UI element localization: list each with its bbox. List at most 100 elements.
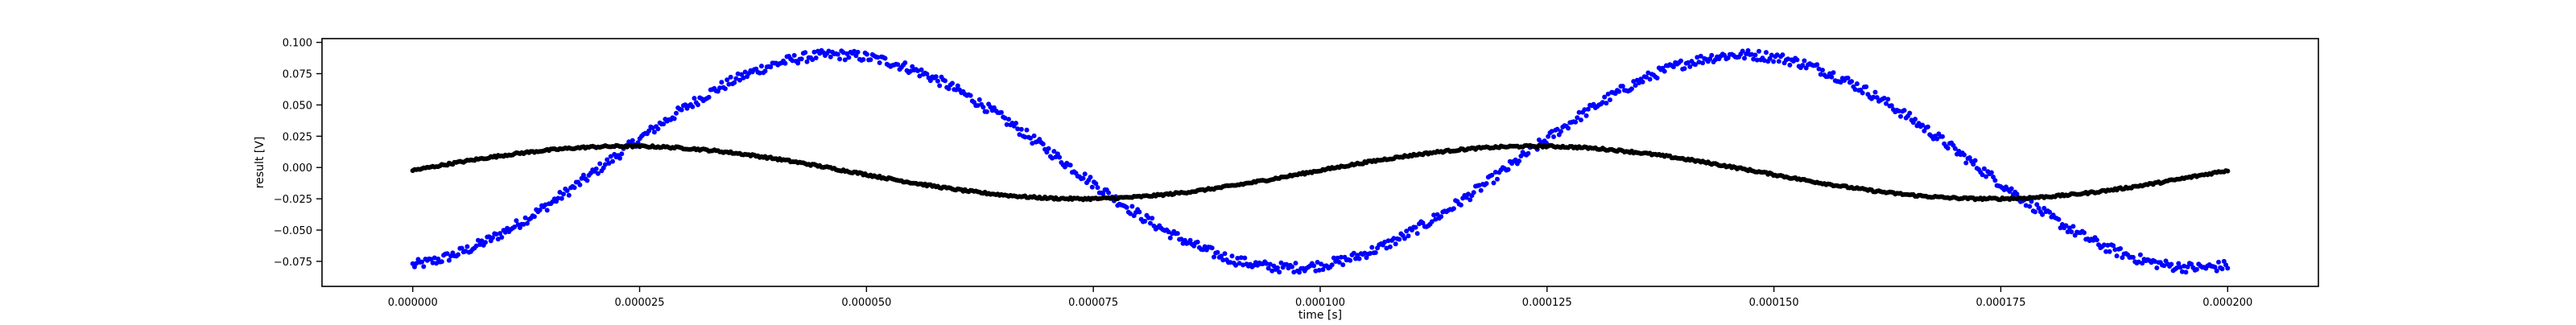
data-point bbox=[1478, 187, 1484, 193]
data-point bbox=[476, 237, 481, 243]
data-point bbox=[1465, 191, 1471, 197]
data-point bbox=[842, 57, 848, 63]
data-point bbox=[1420, 220, 1426, 226]
data-point bbox=[1549, 129, 1554, 134]
plot-background bbox=[322, 39, 2318, 286]
data-point bbox=[835, 51, 840, 57]
data-point bbox=[1505, 167, 1511, 172]
data-point bbox=[1780, 52, 1785, 58]
data-point bbox=[1150, 216, 1155, 221]
data-point bbox=[479, 238, 485, 244]
data-point bbox=[2069, 229, 2074, 235]
data-point bbox=[790, 58, 795, 64]
data-point bbox=[495, 237, 501, 242]
data-point bbox=[724, 77, 730, 83]
data-point bbox=[2179, 269, 2185, 274]
data-point bbox=[1489, 172, 1495, 178]
data-point bbox=[521, 221, 526, 227]
data-point bbox=[1885, 97, 1891, 102]
data-point bbox=[950, 80, 955, 86]
data-point bbox=[1311, 263, 1317, 269]
data-point bbox=[1212, 254, 1216, 260]
data-point bbox=[1682, 66, 1687, 72]
data-point bbox=[2219, 266, 2225, 272]
data-point bbox=[1558, 129, 1563, 134]
data-point bbox=[2225, 168, 2231, 174]
data-point bbox=[855, 49, 861, 55]
data-point bbox=[1402, 236, 1407, 241]
data-point bbox=[1654, 76, 1660, 80]
data-point bbox=[580, 172, 586, 178]
data-point bbox=[804, 59, 810, 64]
data-point bbox=[1963, 160, 1969, 166]
data-point bbox=[726, 81, 732, 87]
data-point bbox=[795, 60, 801, 66]
data-point bbox=[1057, 154, 1063, 160]
data-point bbox=[690, 104, 696, 109]
data-point bbox=[1167, 235, 1173, 241]
data-point bbox=[459, 245, 464, 251]
data-point bbox=[1818, 72, 1823, 77]
data-point bbox=[597, 161, 603, 167]
data-point bbox=[646, 128, 652, 134]
data-point bbox=[2014, 191, 2020, 197]
data-point bbox=[1451, 206, 1456, 212]
data-point bbox=[1004, 121, 1009, 127]
data-point bbox=[864, 51, 869, 57]
y-tick-label: 0.025 bbox=[283, 131, 312, 143]
series-layer bbox=[410, 47, 2231, 275]
data-point bbox=[414, 261, 419, 266]
data-point bbox=[1051, 149, 1057, 154]
data-point bbox=[1491, 180, 1496, 186]
data-point bbox=[1637, 80, 1642, 85]
data-point bbox=[1551, 134, 1556, 139]
data-point bbox=[1934, 136, 1940, 142]
data-point bbox=[428, 257, 434, 262]
data-point bbox=[1313, 268, 1319, 274]
data-point bbox=[1814, 62, 1820, 68]
data-point bbox=[2140, 261, 2145, 266]
data-point bbox=[1413, 224, 1418, 230]
data-point bbox=[661, 121, 667, 127]
data-point bbox=[837, 56, 843, 62]
data-point bbox=[1864, 84, 1869, 89]
data-point bbox=[732, 80, 737, 85]
data-point bbox=[1525, 150, 1531, 156]
data-point bbox=[1329, 262, 1335, 268]
data-point bbox=[1166, 229, 1171, 235]
data-point bbox=[2114, 253, 2120, 259]
data-point bbox=[1335, 255, 1340, 261]
data-point bbox=[1583, 113, 1589, 118]
data-point bbox=[917, 73, 923, 79]
data-point bbox=[477, 242, 483, 247]
data-point bbox=[1785, 56, 1791, 62]
data-point bbox=[908, 68, 914, 74]
data-point bbox=[1907, 110, 1913, 116]
data-point bbox=[877, 60, 882, 65]
data-point bbox=[2118, 246, 2124, 251]
data-point bbox=[861, 57, 866, 62]
data-point bbox=[2065, 229, 2070, 235]
data-point bbox=[1901, 108, 1907, 113]
data-point bbox=[559, 195, 564, 201]
data-point bbox=[1709, 52, 1715, 58]
x-tick-label: 0.000075 bbox=[1068, 297, 1118, 309]
data-point bbox=[1129, 204, 1135, 209]
data-point bbox=[502, 229, 508, 235]
data-point bbox=[1566, 125, 1571, 131]
data-point bbox=[1277, 269, 1282, 275]
data-point bbox=[1670, 64, 1676, 70]
data-point bbox=[1518, 154, 1524, 158]
data-point bbox=[1404, 228, 1410, 234]
data-point bbox=[1356, 256, 1362, 261]
plot-frame bbox=[321, 38, 2319, 287]
data-point bbox=[1620, 84, 1625, 89]
data-point bbox=[1013, 121, 1018, 126]
data-point bbox=[544, 208, 550, 213]
data-point bbox=[1242, 255, 1248, 261]
data-point bbox=[696, 102, 700, 108]
data-point bbox=[514, 218, 519, 224]
data-point bbox=[782, 60, 788, 66]
x-tick-label: 0.000100 bbox=[1295, 297, 1345, 309]
data-point bbox=[2161, 263, 2167, 269]
